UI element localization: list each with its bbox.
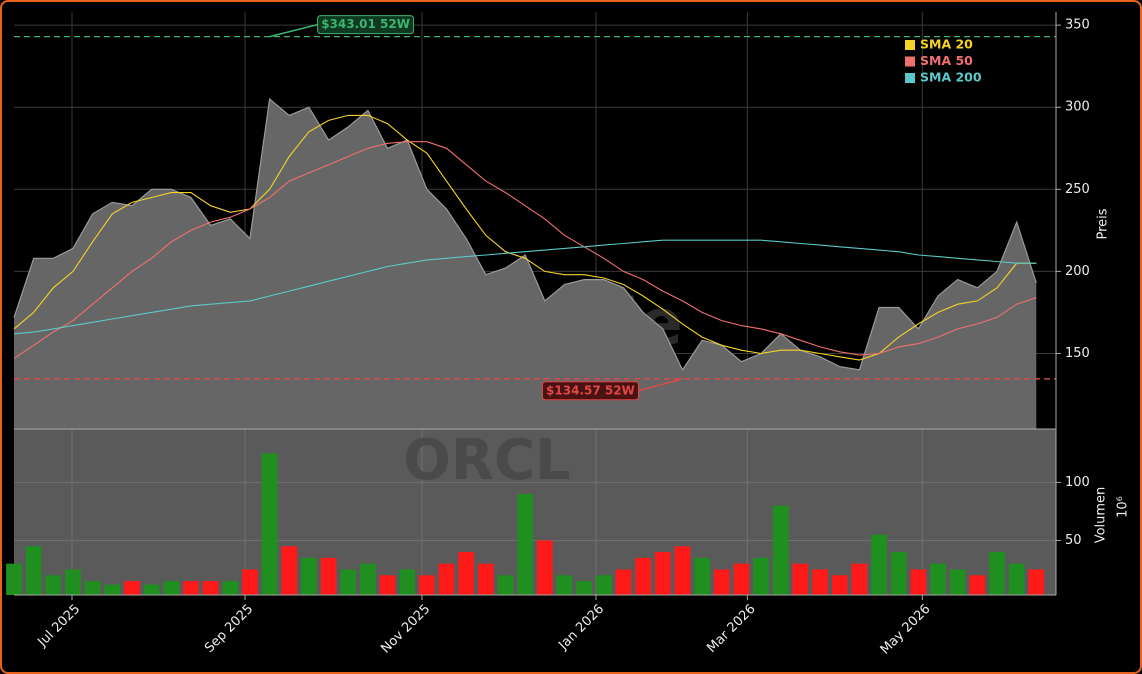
volume-bar <box>183 581 199 595</box>
volume-bar <box>792 563 809 595</box>
volume-bar <box>1008 563 1025 595</box>
volume-bar <box>1028 569 1045 595</box>
volume-bar <box>517 494 534 595</box>
volume-bar <box>25 546 42 595</box>
y-tick-label: 350 <box>1065 18 1090 33</box>
annotation-box <box>317 15 415 35</box>
volume-bar <box>419 575 435 595</box>
x-tick-label: May 2026 <box>878 602 934 658</box>
y-axis-label: Preis <box>1096 208 1111 239</box>
legend-label: SMA 50 <box>920 53 973 68</box>
x-tick-label: Jul 2025 <box>35 602 84 651</box>
price-line <box>13 97 1037 372</box>
volume-bar <box>320 557 337 595</box>
volume-bar <box>399 569 416 595</box>
volume-bar <box>163 581 180 595</box>
y-tick-label: 300 <box>1065 100 1090 115</box>
legend-label: SMA 20 <box>920 37 973 52</box>
volume-bar <box>576 581 593 595</box>
volume-bar <box>930 563 946 595</box>
volume-bar <box>556 575 573 595</box>
watermark: ORCL <box>403 428 571 493</box>
y-tick-label: 100 <box>1065 475 1090 490</box>
volume-bar <box>890 552 907 595</box>
volume-bar <box>772 505 789 595</box>
x-tick-label: Jan 2026 <box>555 602 607 654</box>
volume-bar <box>222 581 239 595</box>
volume-bar <box>733 563 750 595</box>
volume-bar <box>536 540 553 595</box>
volume-bar <box>104 584 121 595</box>
volume-bar <box>871 534 887 595</box>
volume-bar <box>45 575 62 595</box>
volume-bar <box>615 569 632 595</box>
volume-bar <box>84 581 101 595</box>
volume-bar <box>989 552 1005 595</box>
volume-bar <box>831 575 848 595</box>
legend-swatch <box>905 73 915 83</box>
volume-bar <box>635 557 651 595</box>
sma-line <box>13 141 1037 359</box>
volume-bar <box>340 569 357 595</box>
annotation-box <box>541 381 639 401</box>
x-tick-label: Nov 2025 <box>378 602 433 657</box>
volume-axis-label: Volumen <box>1094 487 1109 544</box>
volume-bar <box>301 557 317 595</box>
volume-bar <box>713 569 730 595</box>
volume-bar <box>654 552 671 595</box>
legend-swatch <box>905 56 915 67</box>
volume-bar <box>379 575 396 595</box>
sma-line <box>13 239 1037 335</box>
annotation-label: $134.57 52W <box>546 383 635 397</box>
y-tick-label: 50 <box>1065 533 1082 548</box>
volume-bar <box>281 546 298 595</box>
annotation-arrow <box>269 23 318 38</box>
volume-bar <box>261 453 278 595</box>
volume-bar <box>477 563 494 595</box>
x-tick-label: Mar 2026 <box>704 602 758 656</box>
annotation-arrow <box>638 378 683 392</box>
volume-bar <box>65 569 81 595</box>
volume-bar <box>969 575 986 595</box>
annotation-label: $343.01 52W <box>321 17 410 31</box>
y-tick-label: 250 <box>1065 182 1090 197</box>
x-tick-label: Sep 2025 <box>202 602 256 656</box>
volume-bar <box>674 546 691 595</box>
legend-label: SMA 200 <box>920 70 982 85</box>
legend-swatch <box>905 40 915 50</box>
volume-bar <box>497 575 514 595</box>
volume-bar <box>6 563 22 595</box>
sma-line <box>13 114 1037 361</box>
volume-bar <box>812 569 828 595</box>
volume-bar <box>949 569 966 595</box>
volume-bar <box>910 569 927 595</box>
y-tick-label: 150 <box>1065 346 1090 361</box>
volume-bar <box>242 569 258 595</box>
y-tick-label: 200 <box>1065 264 1090 279</box>
price-area <box>14 99 1037 429</box>
volume-bar <box>595 575 612 595</box>
volume-bar <box>753 557 769 595</box>
volume-bar <box>202 581 219 595</box>
volume-bar <box>438 563 455 595</box>
volume-bar <box>458 552 475 595</box>
volume-bar <box>694 557 710 595</box>
volume-bar <box>124 581 140 595</box>
volume-bar <box>360 563 376 595</box>
volume-bar <box>143 584 160 595</box>
volume-unit: 10⁶ <box>1116 496 1131 518</box>
volume-bar <box>851 563 868 595</box>
